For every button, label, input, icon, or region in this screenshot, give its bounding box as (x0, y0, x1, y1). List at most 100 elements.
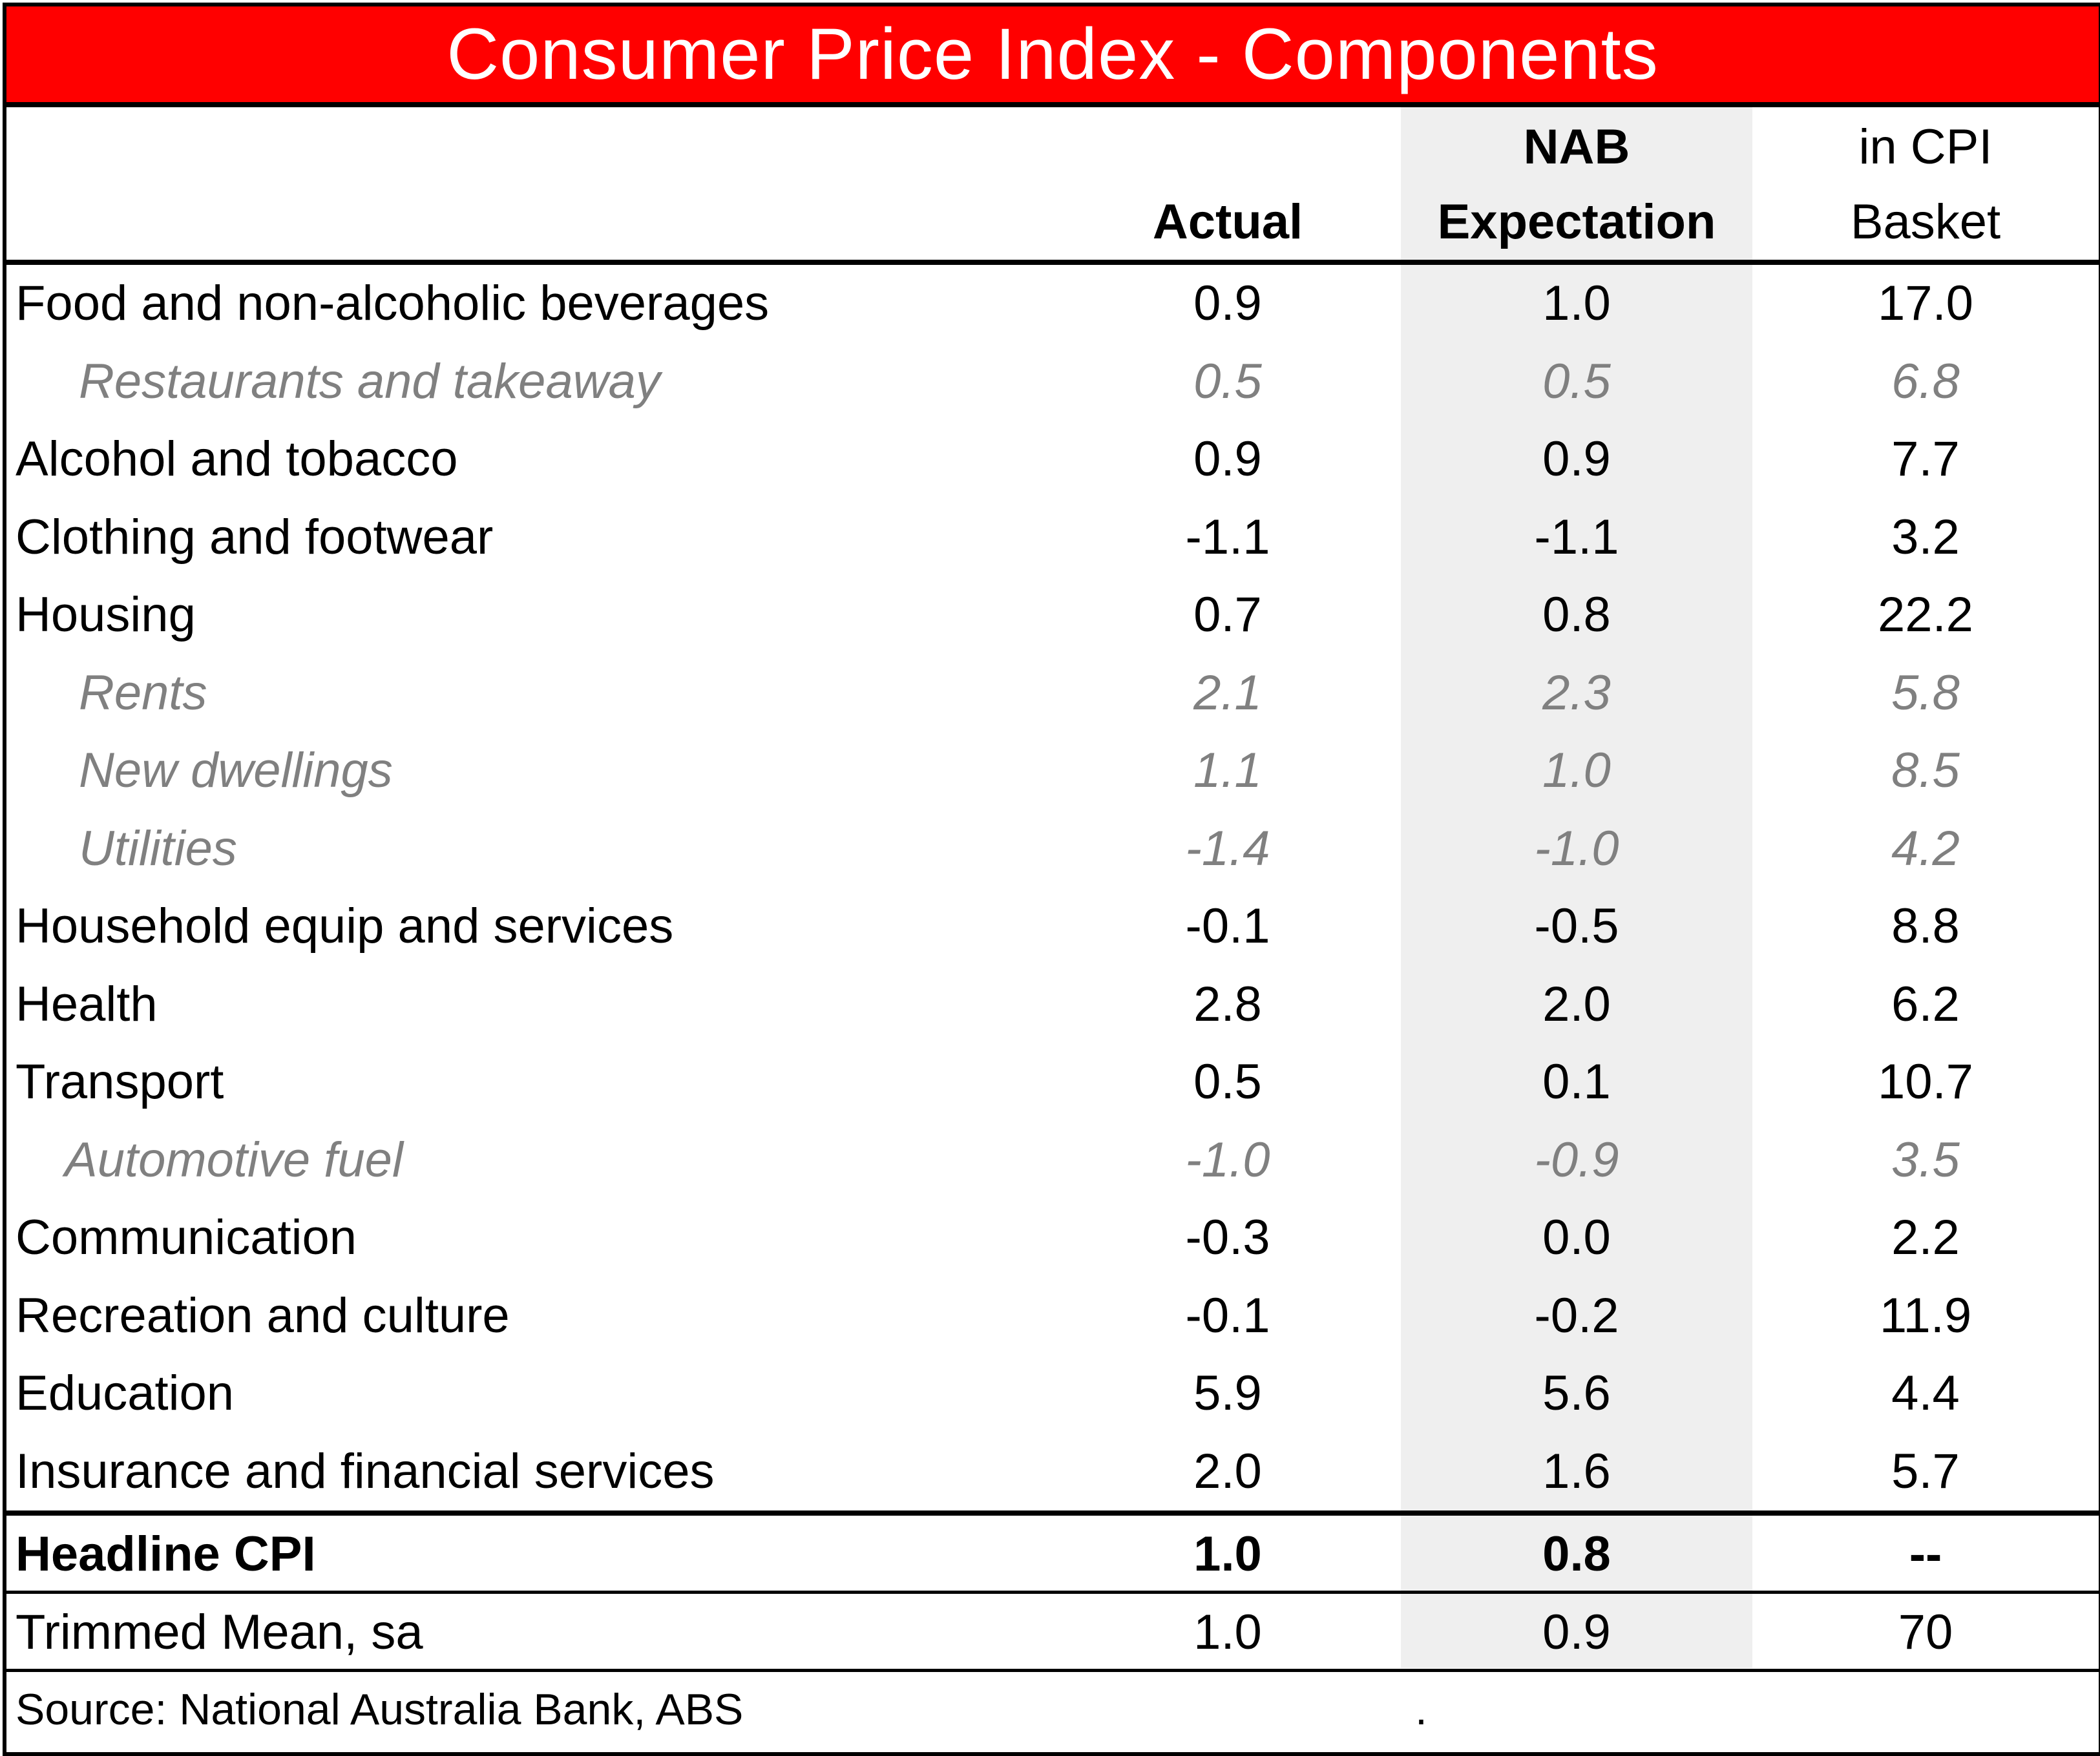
row-label: Restaurants and takeaway (79, 353, 660, 409)
nab-value: -0.5 (1534, 899, 1619, 954)
table-title: Consumer Price Index - Components (6, 6, 2099, 107)
weight-value: 5.7 (1891, 1443, 1960, 1499)
header-weight-line2: Basket (1850, 194, 2001, 249)
actual-value: 2.1 (1193, 665, 1262, 720)
row-label: Clothing and footwear (16, 509, 494, 565)
weight-value: -- (1909, 1527, 1942, 1582)
row-label: Recreation and culture (16, 1288, 510, 1343)
weight-value: 70 (1898, 1605, 1953, 1660)
table-row: Food and non-alcoholic beverages 0.9 1.0 17… (6, 265, 2099, 343)
table-row: Insurance and financial services 2.0 1.6 5.… (6, 1433, 2099, 1511)
actual-value: 0.5 (1193, 1054, 1262, 1109)
nab-value: 0.0 (1542, 1210, 1611, 1265)
weight-value: 3.2 (1891, 509, 1960, 565)
nab-column-shading (1401, 107, 1752, 1668)
actual-value: 0.9 (1193, 432, 1262, 486)
header-weight: in CPI Basket (1752, 110, 2099, 260)
header-weight-line1: in CPI (1858, 120, 1993, 174)
nab-value: 0.9 (1542, 1605, 1611, 1660)
table-row: Health 2.8 2.0 6.2 (6, 966, 2099, 1044)
row-label: Health (16, 976, 158, 1032)
row-label: Headline CPI (16, 1527, 316, 1582)
weight-value: 3.5 (1891, 1132, 1960, 1187)
actual-value: 0.7 (1193, 587, 1262, 642)
nab-value: -0.2 (1534, 1288, 1619, 1343)
table-row: Recreation and culture -0.1 -0.2 11.9 (6, 1277, 2099, 1355)
table-row: Automotive fuel -1.0 -0.9 3.5 (6, 1122, 2099, 1200)
nab-value: 5.6 (1542, 1366, 1611, 1421)
weight-value: 4.2 (1891, 821, 1960, 876)
row-label: Food and non-alcoholic beverages (16, 276, 770, 331)
trimmed-mean-row: Trimmed Mean, sa 1.0 0.9 70 (6, 1594, 2099, 1672)
table-row: Housing 0.7 0.8 22.2 (6, 576, 2099, 654)
nab-value: 0.9 (1542, 432, 1611, 486)
nab-value: 1.0 (1542, 276, 1611, 331)
actual-value: 0.5 (1193, 353, 1262, 409)
nab-value: 1.6 (1542, 1443, 1611, 1499)
table-row: Restaurants and takeaway 0.5 0.5 6.8 (6, 343, 2099, 421)
actual-value: 5.9 (1193, 1366, 1262, 1421)
nab-value: 1.0 (1542, 743, 1611, 798)
actual-value: 0.9 (1193, 276, 1262, 331)
nab-value: 0.5 (1542, 353, 1611, 409)
actual-value: 1.0 (1193, 1605, 1262, 1660)
row-label: Utilities (79, 821, 237, 876)
actual-value: 2.0 (1193, 1443, 1262, 1499)
table-row: Utilities -1.4 -1.0 4.2 (6, 810, 2099, 888)
actual-value: 1.0 (1193, 1527, 1262, 1582)
row-label: Alcohol and tobacco (16, 432, 458, 486)
row-label: Communication (16, 1210, 357, 1265)
table-header: Actual NAB Expectation in CPI Basket (6, 107, 2099, 265)
weight-value: 8.5 (1891, 743, 1960, 798)
table-row: Alcohol and tobacco 0.9 0.9 7.7 (6, 421, 2099, 499)
header-nab-line2: Expectation (1437, 194, 1716, 249)
weight-value: 5.8 (1891, 665, 1960, 720)
weight-value: 7.7 (1891, 432, 1960, 486)
row-label: Insurance and financial services (16, 1443, 715, 1499)
table-row: Transport 0.5 0.1 10.7 (6, 1043, 2099, 1122)
weight-value: 6.2 (1891, 976, 1960, 1032)
row-label: Household equip and services (16, 899, 674, 954)
actual-value: -0.1 (1185, 899, 1270, 954)
table-row: Rents 2.1 2.3 5.8 (6, 654, 2099, 733)
row-label: Automotive fuel (65, 1132, 403, 1187)
table-row: New dwellings 1.1 1.0 8.5 (6, 732, 2099, 810)
nab-value: 0.8 (1542, 1527, 1611, 1582)
source-text: Source: National Australia Bank, ABS (16, 1685, 744, 1734)
component-rows: Food and non-alcoholic beverages 0.9 1.0 17… (6, 265, 2099, 1516)
row-label: New dwellings (79, 743, 393, 798)
weight-value: 6.8 (1891, 353, 1960, 409)
nab-value: -0.9 (1534, 1132, 1619, 1187)
weight-value: 22.2 (1878, 587, 1973, 642)
header-nab-expectation: NAB Expectation (1401, 110, 1752, 260)
cpi-table: Consumer Price Index - Components Actual… (3, 3, 2100, 1756)
nab-value: -1.1 (1534, 509, 1619, 565)
header-actual: Actual (1152, 194, 1303, 249)
nab-value: 2.3 (1542, 665, 1611, 720)
nab-value: 2.0 (1542, 976, 1611, 1032)
weight-value: 2.2 (1891, 1210, 1960, 1265)
actual-value: -0.3 (1185, 1210, 1270, 1265)
weight-value: 11.9 (1879, 1288, 1972, 1343)
row-label: Rents (79, 665, 207, 720)
actual-value: 1.1 (1193, 743, 1262, 798)
table-row: Communication -0.3 0.0 2.2 (6, 1199, 2099, 1277)
source-mark: . (1415, 1685, 1427, 1734)
table-row: Household equip and services -0.1 -0.5 8.8 (6, 888, 2099, 966)
weight-value: 10.7 (1878, 1054, 1973, 1109)
row-label: Trimmed Mean, sa (16, 1605, 423, 1660)
row-label: Education (16, 1366, 235, 1421)
nab-value: 0.8 (1542, 587, 1611, 642)
weight-value: 4.4 (1891, 1366, 1960, 1421)
header-nab-line1: NAB (1523, 120, 1630, 174)
nab-value: -1.0 (1534, 821, 1619, 876)
actual-value: -1.1 (1185, 509, 1270, 565)
actual-value: -1.0 (1185, 1132, 1270, 1187)
table-row: Education 5.9 5.6 4.4 (6, 1355, 2099, 1433)
table-row: Clothing and footwear -1.1 -1.1 3.2 (6, 499, 2099, 577)
actual-value: 2.8 (1193, 976, 1262, 1032)
headline-cpi-row: Headline CPI 1.0 0.8 -- (6, 1516, 2099, 1594)
weight-value: 17.0 (1878, 276, 1973, 331)
row-label: Transport (16, 1054, 224, 1109)
table-grid: Actual NAB Expectation in CPI Basket Foo… (6, 107, 2099, 1747)
